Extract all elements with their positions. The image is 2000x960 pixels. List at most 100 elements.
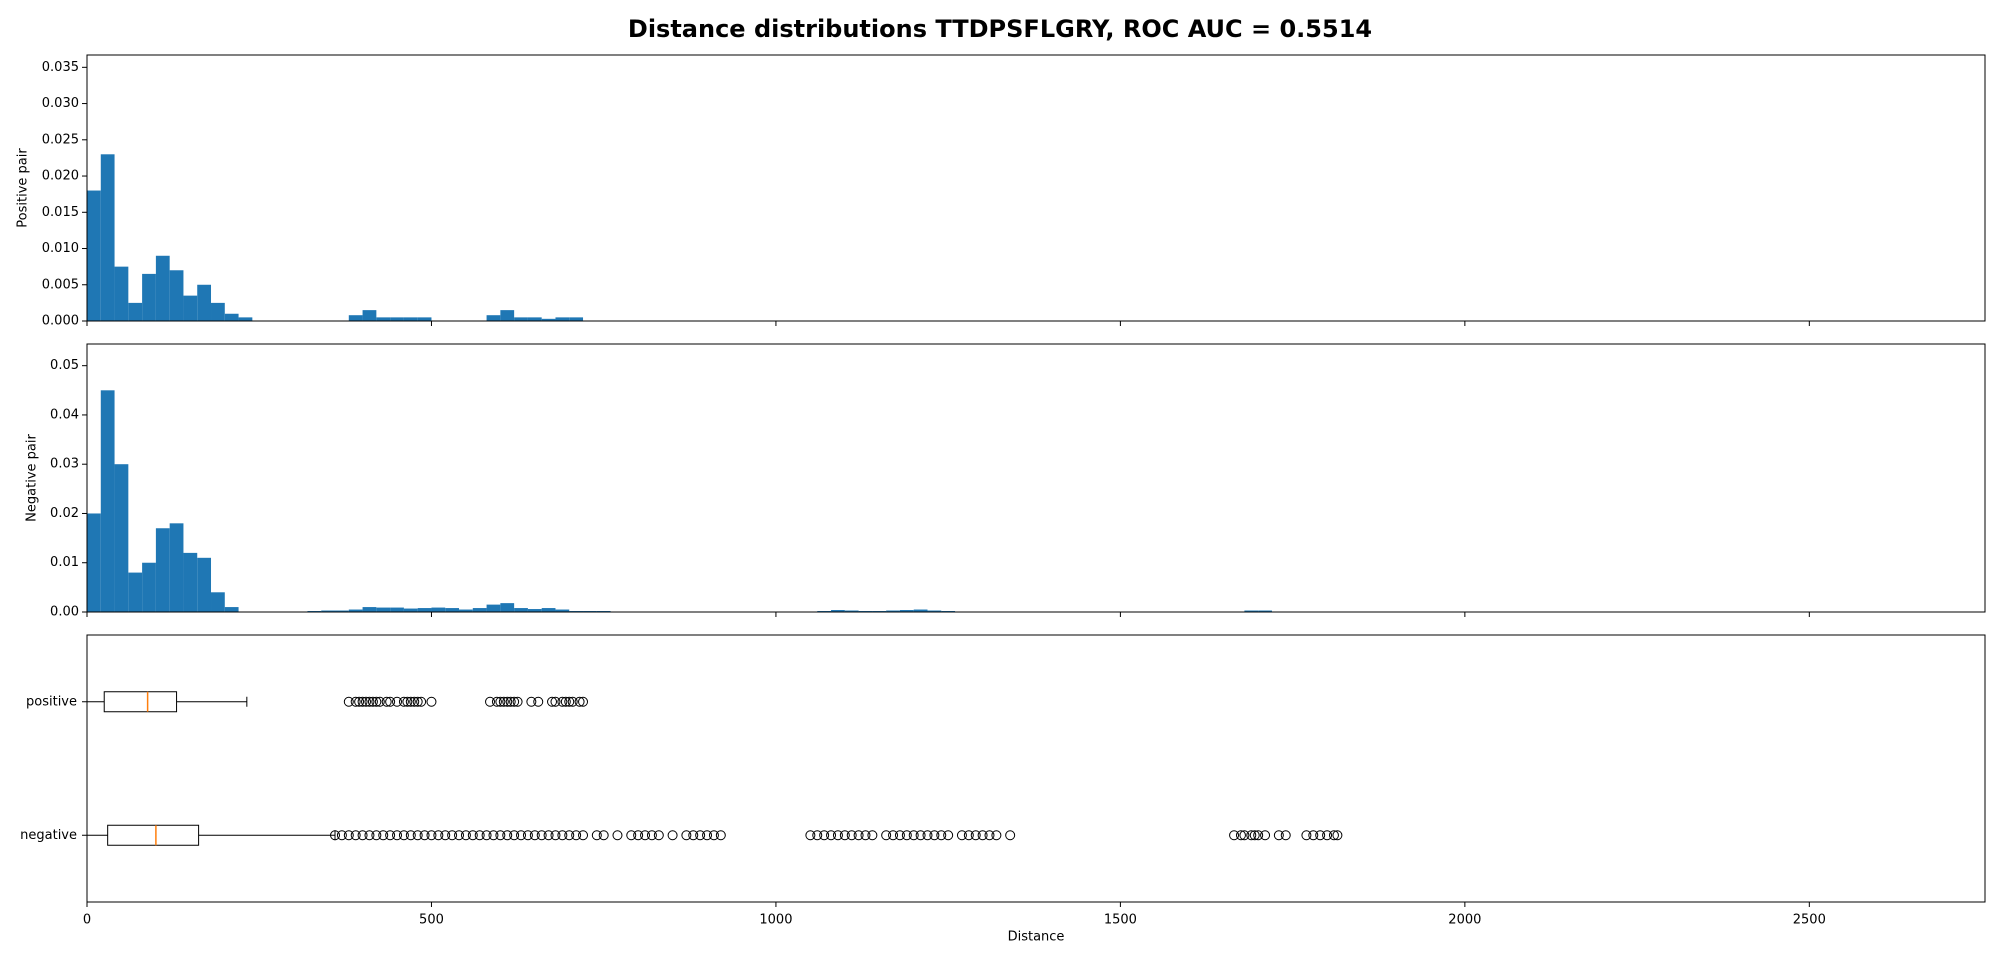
outlier (447, 830, 458, 841)
bar (183, 295, 198, 321)
outlier (374, 696, 385, 707)
y-tick-label: 0.000 (42, 314, 79, 329)
bar (376, 317, 391, 321)
outlier (567, 696, 578, 707)
y-tick-label: 0.025 (42, 132, 79, 147)
bar (541, 608, 556, 612)
outlier (526, 696, 537, 707)
outlier (915, 830, 926, 841)
plot-frame (86, 634, 1986, 903)
bar (500, 603, 515, 612)
outlier (371, 830, 382, 841)
bar (514, 317, 528, 321)
outlier (364, 830, 375, 841)
bar (390, 317, 404, 321)
outlier (378, 830, 389, 841)
outlier (881, 830, 892, 841)
outlier (715, 830, 726, 841)
outlier (502, 696, 513, 707)
y-tick-label: 0.010 (42, 241, 79, 256)
bar (927, 610, 942, 612)
bar (169, 270, 184, 321)
outlier (336, 830, 347, 841)
outlier (688, 830, 699, 841)
bar (390, 607, 404, 612)
plot-frame (86, 54, 1986, 322)
bar (362, 310, 377, 321)
outlier (543, 830, 554, 841)
bar (459, 609, 473, 612)
chart-title: Distance distributions TTDPSFLGRY, ROC A… (628, 15, 1372, 43)
outlier (653, 830, 664, 841)
bar (527, 609, 542, 612)
outlier (357, 696, 368, 707)
outlier (908, 830, 919, 841)
outlier (1246, 830, 1257, 841)
outlier (550, 696, 561, 707)
bar (128, 302, 143, 321)
outlier (860, 830, 871, 841)
outlier (557, 830, 568, 841)
y-tick-label: positive (26, 694, 77, 709)
outlier (571, 830, 582, 841)
outlier (1260, 830, 1271, 841)
y-tick-label: 0.020 (42, 169, 79, 184)
outlier (943, 830, 954, 841)
outlier (1301, 830, 1312, 841)
outlier (956, 830, 967, 841)
x-tick-label: 1500 (1104, 913, 1137, 928)
y-tick-label: 0.015 (42, 205, 79, 220)
bar (555, 317, 570, 321)
outlier (412, 696, 423, 707)
outlier (398, 696, 409, 707)
bar (486, 315, 501, 321)
bar (403, 317, 418, 321)
outlier (392, 830, 403, 841)
bar (197, 557, 212, 612)
outlier (529, 830, 540, 841)
y-tick-label: 0.03 (50, 457, 79, 472)
outlier (522, 830, 533, 841)
outlier (371, 696, 382, 707)
outlier (495, 696, 506, 707)
outlier (405, 696, 416, 707)
outlier (454, 830, 465, 841)
bar (114, 464, 129, 612)
outlier (467, 830, 478, 841)
y-tick-label: 0.005 (42, 277, 79, 292)
outlier (547, 696, 558, 707)
plot-frame (86, 343, 1986, 613)
outlier (1315, 830, 1326, 841)
outlier (419, 830, 430, 841)
bar (87, 190, 101, 321)
bar (527, 317, 542, 321)
outlier (405, 830, 416, 841)
bar (155, 528, 170, 612)
outlier (343, 696, 354, 707)
outlier (560, 696, 571, 707)
outlier (977, 830, 988, 841)
outlier (646, 830, 657, 841)
bar (541, 318, 556, 321)
outlier (853, 830, 864, 841)
outlier (385, 830, 396, 841)
outlier (984, 830, 995, 841)
outlier (1239, 830, 1250, 841)
bar (376, 607, 391, 612)
bar (321, 610, 336, 612)
outlier (536, 830, 547, 841)
outlier (1249, 830, 1260, 841)
y-axis-label: Negative pair (25, 434, 40, 522)
outlier (509, 696, 520, 707)
bar (514, 608, 528, 612)
bar (169, 523, 184, 612)
outlier (1235, 830, 1246, 841)
bar (100, 390, 115, 612)
bar (197, 284, 212, 321)
bar (831, 610, 845, 612)
y-tick-label: 0.00 (50, 605, 79, 620)
outlier (574, 696, 585, 707)
outlier (1328, 830, 1339, 841)
outlier (361, 696, 372, 707)
